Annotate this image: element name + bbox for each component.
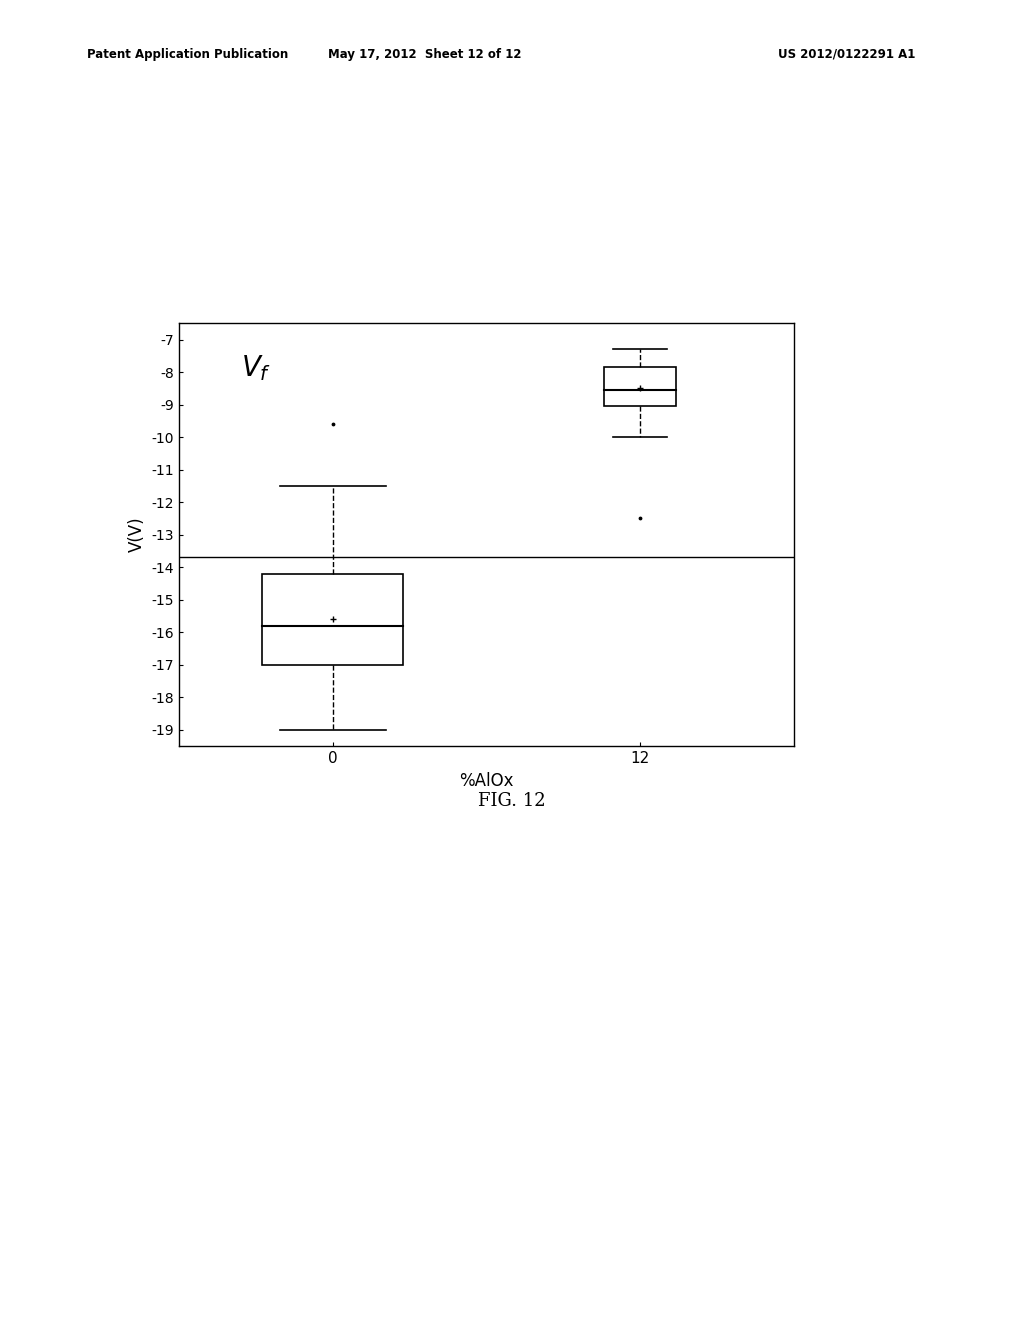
Text: Patent Application Publication: Patent Application Publication	[87, 48, 289, 61]
Text: FIG. 12: FIG. 12	[478, 792, 546, 810]
Text: May 17, 2012  Sheet 12 of 12: May 17, 2012 Sheet 12 of 12	[329, 48, 521, 61]
Y-axis label: V(V): V(V)	[128, 517, 146, 552]
Text: US 2012/0122291 A1: US 2012/0122291 A1	[778, 48, 915, 61]
Text: $\mathit{V}_f$: $\mathit{V}_f$	[241, 352, 271, 383]
Bar	[262, 574, 403, 664]
Bar	[604, 367, 676, 407]
X-axis label: %AlOx: %AlOx	[459, 772, 514, 789]
